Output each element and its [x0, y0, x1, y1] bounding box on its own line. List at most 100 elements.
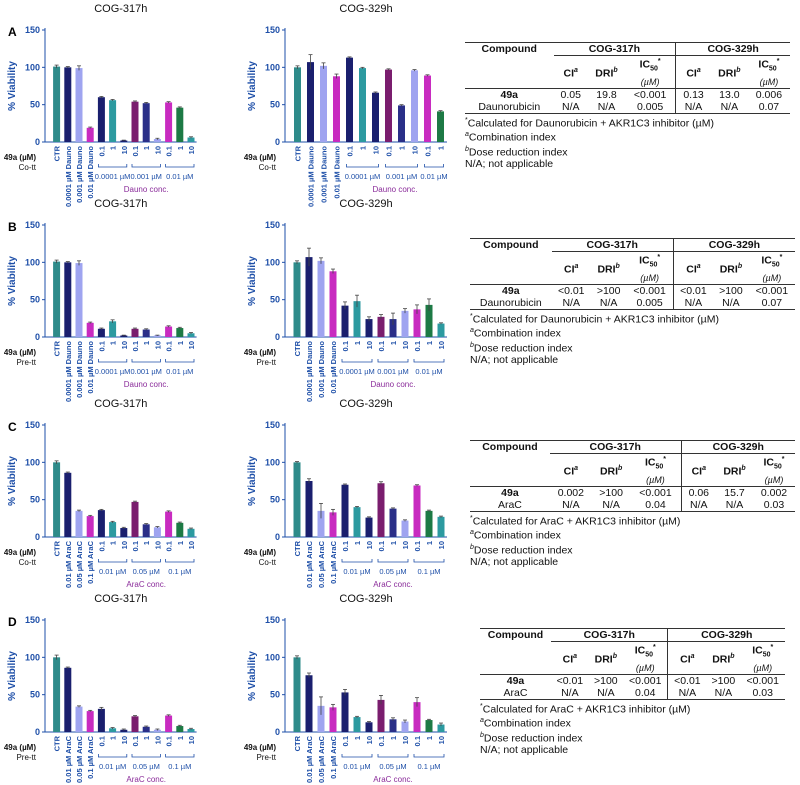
bar: [53, 262, 60, 337]
x-tick-label: 10: [365, 341, 374, 349]
bar: [109, 522, 116, 537]
group-label: 0.01 µM: [415, 367, 442, 376]
footnote-ci: aCombination index: [465, 129, 790, 144]
conc-label: Dauno conc.: [124, 380, 169, 389]
group-label: 0.001 µM: [386, 172, 417, 181]
bar: [109, 100, 116, 142]
bar: [330, 512, 337, 537]
x-tick-label: 1: [176, 736, 185, 740]
compound-name: AraC: [480, 687, 551, 700]
group-bracket: [132, 754, 160, 757]
table-cell: >100: [713, 284, 749, 297]
bar: [76, 707, 83, 732]
x-tick-label: 10: [372, 146, 381, 154]
header-ic50: IC50* (µM): [630, 454, 681, 487]
x-tick-label: 0.1: [346, 146, 355, 156]
x-tick-label: 0.1: [165, 341, 174, 351]
x-tick-label: 1: [109, 146, 118, 150]
synergy-table-C: Compound COG-317h COG-329h CIa DRIb IC50* (µM)…: [470, 440, 795, 568]
conc-label: Dauno conc.: [373, 185, 418, 194]
header-dri: DRIb: [711, 56, 748, 89]
header-cell-2: COG-329h: [668, 629, 785, 642]
table-cell: 0.002: [753, 486, 795, 499]
compound-name: 49a: [470, 284, 552, 297]
footnote-dri: bDose reduction index: [480, 730, 785, 745]
y-tick-label: 50: [30, 690, 40, 700]
bar: [426, 511, 433, 537]
y-tick-label: 0: [35, 332, 40, 342]
x-tick-label: 1: [389, 541, 398, 545]
header-dri: DRIb: [713, 252, 749, 285]
x-tick-label: 1: [359, 146, 368, 150]
table-cell: N/A: [554, 101, 588, 114]
dose-row-label: 49a (µM): [4, 348, 37, 357]
y-axis-label: % Viability: [247, 651, 258, 701]
table-cell: 0.07: [749, 297, 795, 310]
x-tick-label: 10: [187, 736, 196, 744]
table-cell: N/A: [706, 687, 740, 700]
bar: [437, 111, 444, 142]
y-tick-label: 100: [25, 257, 40, 267]
bar: [366, 319, 373, 337]
chart-B-1: COG-317h050100150% ViabilityCTR 0.0001 µM…: [4, 198, 197, 402]
header-ci: CIa: [676, 56, 711, 89]
x-tick-label: CTR: [53, 145, 62, 161]
x-tick-label: 1: [176, 341, 185, 345]
bar: [154, 527, 161, 537]
group-label: 0.01 µM: [99, 567, 126, 576]
x-tick-label: 1: [389, 736, 398, 740]
y-tick-label: 100: [265, 652, 280, 662]
bar: [165, 327, 172, 337]
group-bracket: [132, 359, 160, 362]
bar: [87, 128, 94, 142]
y-tick-label: 0: [275, 332, 280, 342]
x-tick-label: 0.001 µM Dauno: [75, 341, 84, 398]
x-tick-label: 0.1 µM AraC: [329, 540, 338, 583]
x-tick-label: 0.1: [424, 146, 433, 156]
table-cell: 0.06: [681, 486, 716, 499]
footnote-na: N/A; not applicable: [470, 556, 795, 568]
chart-title: COG-317h: [94, 3, 147, 15]
y-tick-label: 150: [265, 420, 280, 430]
bar: [132, 716, 139, 732]
y-tick-label: 50: [30, 495, 40, 505]
bar: [176, 523, 183, 537]
bar: [143, 524, 150, 537]
bar: [87, 516, 94, 537]
x-tick-label: 10: [365, 736, 374, 744]
treatment-label: Pre-tt: [16, 753, 36, 762]
bar: [53, 462, 60, 537]
table-footnotes: *Calculated for AraC + AKR1C3 inhibitor …: [480, 701, 785, 757]
x-tick-label: 10: [120, 146, 129, 154]
table-cell: N/A: [589, 687, 623, 700]
group-label: 0.001 µM: [130, 172, 161, 181]
bar: [366, 518, 373, 537]
x-tick-label: 0.0001 µM Dauno: [305, 341, 314, 402]
treatment-label: Pre-tt: [256, 753, 276, 762]
header-ic50: IC50* (µM): [748, 56, 790, 89]
y-tick-label: 50: [270, 495, 280, 505]
compound-name: Daunorubicin: [465, 101, 554, 114]
group-label: 0.0001 µM: [95, 172, 131, 181]
x-tick-label: 0.001 µM Dauno: [75, 146, 84, 203]
bar: [378, 700, 385, 732]
synergy-table-B: Compound COG-317h COG-329h CIa DRIb IC50* (µM)…: [470, 238, 795, 366]
group-bracket: [414, 559, 444, 562]
chart-title: COG-317h: [94, 398, 147, 410]
bar: [402, 521, 409, 537]
dose-row-label: 49a (µM): [244, 548, 277, 557]
compound-name: 49a: [480, 674, 551, 687]
bar: [307, 62, 314, 142]
header-dri: DRIb: [591, 252, 627, 285]
group-bracket: [425, 164, 444, 167]
y-axis-label: % Viability: [247, 61, 258, 111]
x-tick-label: 0.1: [165, 146, 174, 156]
bar: [176, 108, 183, 142]
x-tick-label: 0.01 µM AraC: [64, 735, 73, 783]
table-cell: N/A: [676, 101, 711, 114]
footnote-ci: aCombination index: [470, 527, 795, 542]
bar: [98, 97, 105, 142]
group-bracket: [98, 164, 126, 167]
x-tick-label: 0.1 µM AraC: [86, 735, 95, 778]
table-cell: N/A: [588, 101, 625, 114]
